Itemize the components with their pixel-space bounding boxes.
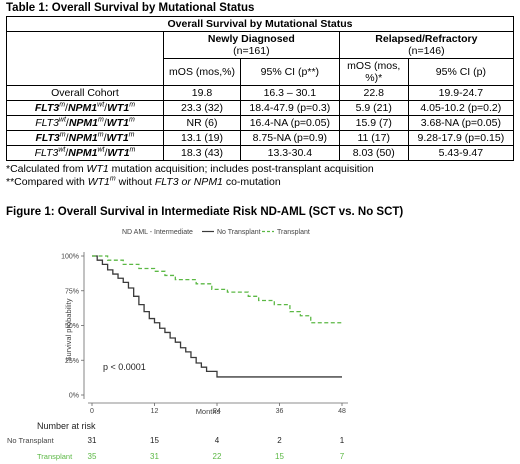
y-tick-label: 25% [65,358,79,365]
group-relapsed-label: Relapsed/Refractory [375,33,478,45]
table-cell: NR (6) [163,115,241,131]
figure-title: Figure 1: Overall Survival in Intermedia… [6,206,404,218]
row-label: FLT3wt/NPM1wt/WT1m [6,145,164,161]
footnote-1-gene: WT1 [86,163,109,175]
row-label: FLT3m/NPM1wt/WT1m [6,100,164,116]
y-tick-label: 50% [65,323,79,330]
survival-table: Overall Survival by Mutational Status Ne… [6,16,515,161]
table-cell: 18.4-47.9 (p=0.3) [240,100,340,116]
footnote-2-text: **Compared with [6,176,88,188]
col-header: mOS (mos,%) [163,58,241,86]
series-line-transplant [92,255,342,324]
chart-text: ND AML - Intermediate No Transplant Tran… [7,229,310,461]
table-cell: 9.28-17.9 (p=0.15) [407,130,515,146]
x-axis-label: Months [196,407,221,416]
x-tick-label: 0 [90,408,94,415]
x-tick-label: 36 [276,408,284,415]
series-line-no-transplant [92,255,342,378]
risk-table-value: 2 [277,436,282,445]
risk-table-value: 15 [275,452,284,461]
risk-table-value: 31 [88,436,97,445]
y-axis-label: Survival probability [64,298,73,361]
legend-label-no-transplant: No Transplant [217,229,261,236]
chart-axes: 0% 25% 50% 75% 100% 0 12 24 36 48 [61,252,348,415]
footnote-2-mid: without [115,176,155,188]
table-cell: 13.3-30.4 [240,145,340,161]
footnote-2-gene: WT1 [87,176,110,188]
legend-label-transplant: Transplant [277,229,310,236]
table-cell: 19.8 [163,85,241,101]
header-empty-cell [6,31,164,86]
group-relapsed-n: (n=146) [408,45,445,57]
row-label: Overall Cohort [6,85,164,101]
table-row: FLT3wt/NPM1wt/WT1m 18.3 (43) 13.3-30.4 8… [6,145,515,161]
risk-table-title: Number at risk [37,421,96,431]
y-tick-label: 0% [69,393,79,400]
table-cell: 23.3 (32) [163,100,241,116]
col-header: 95% CI (p**) [240,58,340,86]
risk-table-value: 22 [213,452,222,461]
group-relapsed: Relapsed/Refractory (n=146) [338,31,515,59]
y-tick-label: 75% [65,288,79,295]
footnote-1-rest: mutation acquisition; includes post-tran… [108,163,374,175]
footnote-2: **Compared with WT1m without FLT3 or NPM… [6,176,281,189]
legend-title: ND AML - Intermediate [122,229,193,236]
footnote-2-sup: m [109,175,116,183]
footnote-1-text: *Calculated from [6,163,87,175]
footnote-2-genes: FLT3 or NPM1 [154,176,223,188]
table-cell: 8.75-NA (p=0.9) [240,130,340,146]
risk-row-label-no-transplant: No Transplant [7,436,55,445]
x-tick-label: 12 [151,408,159,415]
p-value-annotation: p < 0.0001 [103,362,146,372]
group-newly-diagnosed-n: (n=161) [233,45,270,57]
risk-table-value: 35 [88,452,97,461]
table-cell: 18.3 (43) [163,145,241,161]
group-newly-diagnosed-label: Newly Diagnosed [207,33,295,45]
risk-table-value: 31 [150,452,159,461]
table-cell: 5.43-9.47 [407,145,515,161]
table-cell: 3.68-NA (p=0.05) [407,115,515,131]
footnote-2-rest: co-mutation [222,176,281,188]
risk-table-value: 1 [340,436,345,445]
col-header: 95% CI (p) [407,58,515,86]
risk-table-value: 7 [340,452,345,461]
chart-series: 31 15 4 2 1 35 31 22 15 7 [88,255,345,461]
x-tick-label: 24 [213,408,221,415]
table-row: Overall Cohort 19.8 16.3 – 30.1 22.8 19.… [6,85,515,101]
y-tick-label: 100% [61,254,79,261]
risk-table-value: 15 [150,436,159,445]
risk-row-label-transplant: Transplant [37,452,73,461]
table-cell: 8.03 (50) [338,145,409,161]
table-title: Table 1: Overall Survival by Mutational … [6,2,255,14]
risk-table-value: 4 [215,436,220,445]
x-tick-label: 48 [338,408,346,415]
table-cell: 4.05-10.2 (p=0.2) [407,100,515,116]
footnote-1: *Calculated from WT1 mutation acquisitio… [6,163,374,176]
